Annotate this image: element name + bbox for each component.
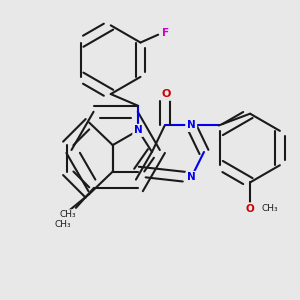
Text: CH₃: CH₃ (54, 220, 71, 229)
Text: N: N (134, 125, 142, 135)
Text: O: O (162, 89, 171, 99)
Text: CH₃: CH₃ (262, 204, 278, 213)
Text: CH₃: CH₃ (60, 210, 76, 219)
Text: N: N (187, 172, 196, 182)
Text: O: O (246, 204, 254, 214)
Text: N: N (187, 121, 196, 130)
Text: F: F (162, 28, 169, 38)
